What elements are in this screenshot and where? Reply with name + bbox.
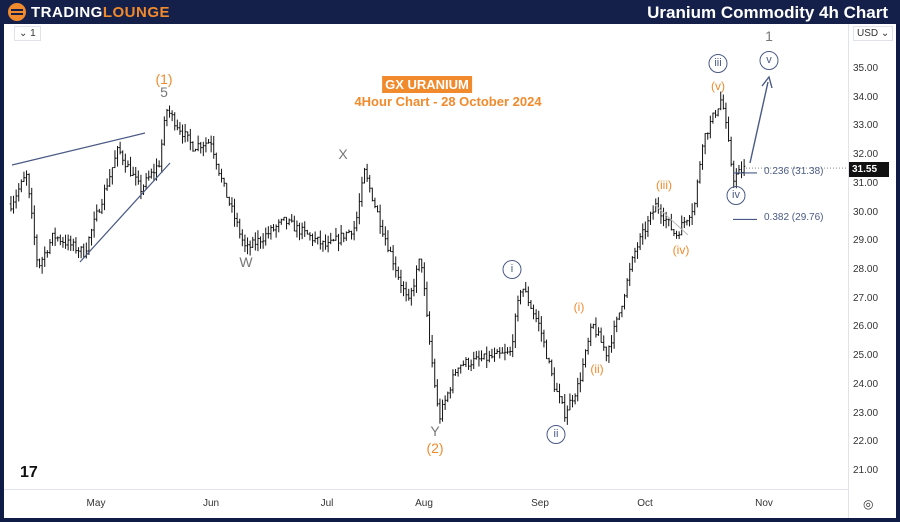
month-tick: Sep <box>531 498 549 509</box>
month-tick: Aug <box>415 498 433 509</box>
tradingview-logo: 17 <box>20 464 38 481</box>
price-tick: 26.00 <box>853 321 879 333</box>
page-title: Uranium Commodity 4h Chart <box>647 3 888 22</box>
fib-label-0382: 0.382 (29.76) <box>764 212 824 223</box>
last-price-badge: 31.55 <box>849 162 889 177</box>
logo-icon <box>8 3 26 21</box>
chart-title: GX URANIUM <box>382 76 472 93</box>
interval-value: 1 <box>30 28 36 39</box>
price-axis-border <box>848 24 849 518</box>
price-tick: 28.00 <box>853 263 879 275</box>
wedge-upper-trendline <box>11 132 146 166</box>
wave-label-X: X <box>338 146 348 162</box>
wave-label-1: (1) <box>155 71 173 87</box>
wave-label-minor-v: (v) <box>711 79 725 93</box>
wave-label-W: W <box>239 254 253 270</box>
month-tick: May <box>86 498 106 509</box>
wave-label-v: v <box>759 51 779 70</box>
wave-label-Y: Y <box>430 423 440 439</box>
chart-subtitle: 4Hour Chart - 28 October 2024 <box>354 94 542 109</box>
chart-panel <box>4 24 896 518</box>
price-tick: 32.00 <box>853 149 879 161</box>
price-tick: 24.00 <box>853 378 879 390</box>
channel-line <box>654 204 689 236</box>
price-tick: 31.00 <box>853 177 879 189</box>
wave-label-i: i <box>502 260 522 279</box>
wave-label-minor-ii: (ii) <box>590 362 604 376</box>
price-tick: 25.00 <box>853 350 879 362</box>
price-tick: 29.00 <box>853 235 879 247</box>
price-tick: 21.00 <box>853 464 879 476</box>
fib-label-0236: 0.236 (31.38) <box>764 166 824 177</box>
interval-button[interactable]: ⌄ 1 <box>14 26 41 41</box>
tradinglounge-logo: TRADINGLOUNGE <box>8 3 170 21</box>
price-tick: 22.00 <box>853 436 879 448</box>
price-tick: 23.00 <box>853 407 879 419</box>
wave-label-iii: iii <box>708 54 728 73</box>
wave-label-ii: ii <box>546 425 566 444</box>
wave-label-2: (2) <box>426 440 444 456</box>
price-tick: 30.00 <box>853 206 879 218</box>
currency-button[interactable]: USD ⌄ <box>853 26 894 41</box>
wave-label-minor-iii: (iii) <box>656 178 672 192</box>
settings-icon[interactable]: ◎ <box>863 497 874 511</box>
price-tick: 27.00 <box>853 292 879 304</box>
wave-label-iv: iv <box>726 186 746 205</box>
projection-arrow <box>749 81 769 164</box>
wedge-lower-trendline <box>79 162 171 263</box>
wave-label-minor-iv: (iv) <box>672 243 690 257</box>
month-tick: Jul <box>320 498 334 509</box>
price-tick: 34.00 <box>853 91 879 103</box>
wave-label-one: 1 <box>765 28 773 44</box>
header: TRADINGLOUNGE Uranium Commodity 4h Chart <box>0 0 900 24</box>
time-axis-border <box>4 489 848 490</box>
wave-label-minor-i: (i) <box>573 300 585 314</box>
arrow-head-icon <box>761 75 773 89</box>
wave-label-5: 5 <box>160 84 168 100</box>
month-tick: Oct <box>637 498 653 509</box>
currency-value: USD <box>857 28 879 39</box>
month-tick: Jun <box>202 498 220 509</box>
month-tick: Nov <box>755 498 773 509</box>
price-tick: 33.00 <box>853 120 879 132</box>
price-tick: 35.00 <box>853 63 879 74</box>
